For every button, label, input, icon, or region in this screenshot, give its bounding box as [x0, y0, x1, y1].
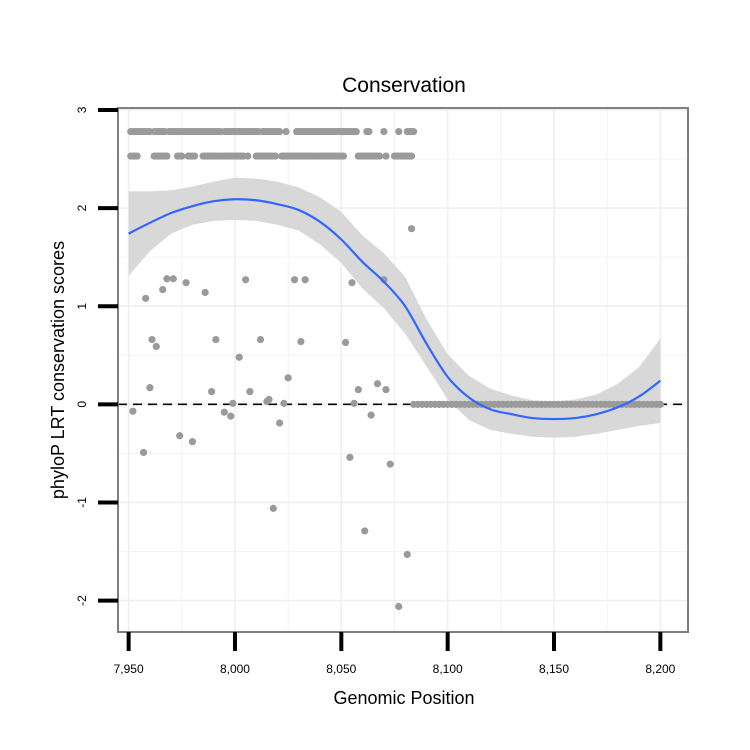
- data-point-lower-band: [178, 152, 186, 160]
- data-point-upper-band: [352, 127, 360, 136]
- panel-border: [117, 107, 689, 633]
- confidence-ribbon: [128, 177, 661, 438]
- data-point-scattered-scores: [182, 279, 190, 287]
- points-layer: [127, 127, 664, 611]
- data-point-upper-band: [365, 127, 373, 136]
- data-point-scattered-scores: [269, 504, 277, 512]
- data-point-scattered-scores: [361, 527, 369, 535]
- data-point-lower-band: [376, 152, 384, 160]
- data-point-scattered-scores: [407, 225, 416, 233]
- data-point-lower-band: [133, 152, 141, 160]
- data-point-scattered-scores: [382, 386, 390, 394]
- data-point-scattered-scores: [201, 288, 209, 297]
- x-tick-label: 8,150: [539, 662, 569, 676]
- data-point-scattered-scores: [212, 335, 220, 344]
- data-point-scattered-scores: [163, 275, 171, 283]
- data-point-scattered-scores: [229, 399, 237, 407]
- y-axis: 3 2 1 0 -1 -2: [75, 106, 118, 606]
- data-point-scattered-scores: [148, 335, 156, 344]
- data-point-scattered-scores: [188, 438, 197, 446]
- data-point-scattered-scores: [297, 337, 305, 346]
- data-point-lower-band: [163, 152, 171, 160]
- data-point-lower-band: [190, 152, 199, 160]
- data-point-scattered-scores: [142, 294, 150, 302]
- x-axis-title: Genomic Position: [333, 688, 474, 708]
- data-point-scattered-scores: [152, 342, 160, 351]
- x-tick-label: 8,000: [220, 662, 250, 676]
- data-point-scattered-scores: [301, 276, 309, 284]
- x-tick-label: 8,050: [326, 662, 356, 676]
- x-tick-label: 8,200: [645, 662, 675, 676]
- confidence-ribbon-layer: [128, 177, 661, 438]
- data-point-scattered-scores: [207, 387, 216, 396]
- data-point-scattered-scores: [367, 411, 375, 419]
- data-point-scattered-scores: [403, 550, 411, 559]
- data-point-lower-band: [339, 152, 348, 160]
- data-point-scattered-scores: [280, 399, 288, 407]
- data-point-upper-band: [380, 127, 388, 136]
- data-point-scattered-scores: [350, 399, 358, 407]
- x-axis: 7,950 8,000 8,050 8,100 8,150 8,200: [114, 632, 676, 676]
- data-point-lower-band: [271, 152, 279, 160]
- y-tick-label: 0: [75, 401, 89, 408]
- data-point-scattered-scores: [246, 387, 254, 396]
- data-point-scattered-scores: [386, 460, 394, 468]
- smooth-line-layer: [128, 198, 662, 421]
- data-point-scattered-scores: [146, 384, 154, 392]
- x-tick-label: 8,100: [433, 662, 463, 676]
- data-point-scattered-scores: [276, 419, 284, 427]
- data-point-scattered-scores: [159, 285, 167, 294]
- data-point-zero-baseline: [656, 400, 664, 408]
- data-point-scattered-scores: [373, 380, 382, 388]
- data-point-lower-band: [382, 152, 390, 160]
- data-point-upper-band: [282, 127, 290, 136]
- data-point-lower-band: [244, 152, 252, 160]
- data-point-scattered-scores: [220, 408, 228, 416]
- y-tick-label: -1: [75, 497, 89, 508]
- data-point-lower-band: [407, 152, 416, 160]
- y-tick-label: 1: [75, 303, 89, 310]
- data-point-upper-band: [395, 127, 403, 136]
- y-tick-label: 2: [75, 204, 89, 211]
- data-point-scattered-scores: [235, 353, 243, 361]
- data-point-scattered-scores: [290, 276, 299, 284]
- data-point-scattered-scores: [265, 395, 273, 404]
- data-point-scattered-scores: [341, 338, 350, 347]
- y-tick-label: -2: [75, 595, 89, 606]
- data-point-scattered-scores: [139, 448, 148, 457]
- data-point-scattered-scores: [176, 432, 184, 440]
- smooth-fit-line: [128, 198, 662, 421]
- data-point-scattered-scores: [395, 602, 403, 611]
- y-tick-label: 3: [75, 106, 89, 113]
- data-point-scattered-scores: [348, 279, 356, 287]
- data-point-upper-band: [410, 127, 418, 136]
- data-point-upper-band: [276, 127, 284, 136]
- data-point-scattered-scores: [256, 335, 265, 344]
- data-point-scattered-scores: [169, 275, 177, 283]
- x-tick-label: 7,950: [114, 662, 144, 676]
- y-axis-title: phyloP LRT conservation scores: [48, 241, 68, 499]
- data-point-scattered-scores: [346, 453, 354, 461]
- data-point-scattered-scores: [354, 386, 362, 394]
- chart-title: Conservation: [342, 74, 466, 97]
- data-point-scattered-scores: [284, 374, 292, 382]
- data-point-scattered-scores: [227, 412, 235, 420]
- data-point-scattered-scores: [380, 276, 388, 284]
- data-point-scattered-scores: [129, 407, 137, 415]
- data-point-scattered-scores: [242, 276, 250, 284]
